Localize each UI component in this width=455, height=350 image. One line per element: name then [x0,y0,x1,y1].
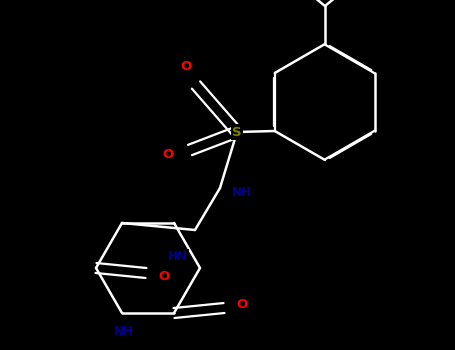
Text: NH: NH [232,187,252,199]
Text: S: S [232,126,242,139]
Text: O: O [158,271,170,284]
Text: NH: NH [114,324,134,337]
Text: HN: HN [168,250,188,262]
Text: O: O [180,61,192,74]
Text: O: O [162,147,174,161]
Text: O: O [237,298,248,310]
